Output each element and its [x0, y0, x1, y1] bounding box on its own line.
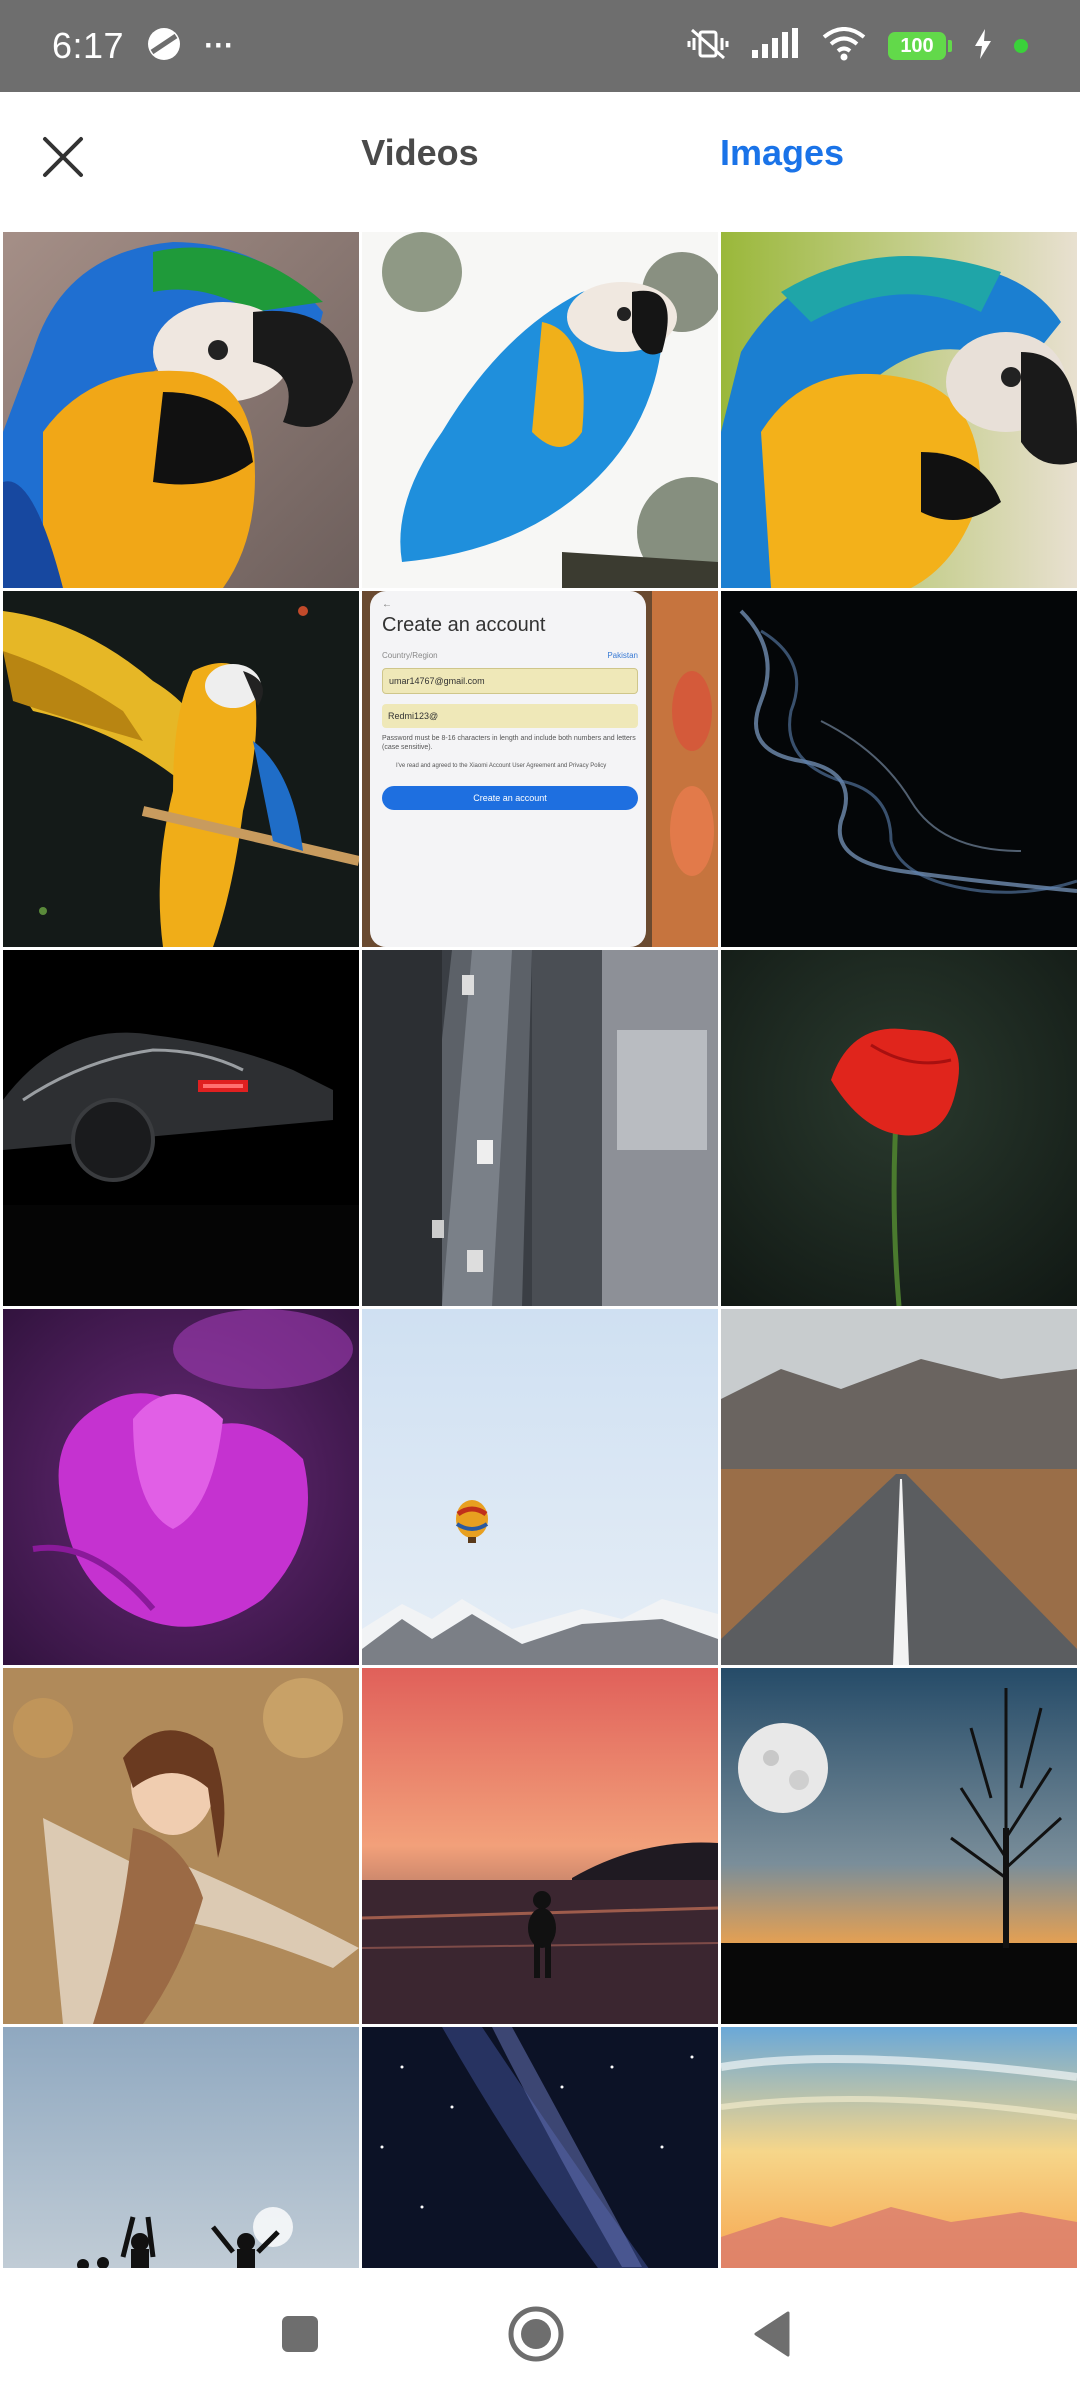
image-thumbnail[interactable] [3, 2027, 359, 2268]
image-thumbnail[interactable] [3, 232, 359, 588]
image-thumbnail[interactable] [362, 232, 718, 588]
image-thumbnail[interactable] [3, 1668, 359, 2024]
image-thumbnail[interactable] [3, 1309, 359, 1665]
system-nav-bar [0, 2268, 1080, 2400]
vibrate-off-icon [686, 26, 730, 67]
status-bar: 6:17 ··· 100 [0, 0, 1080, 92]
screenshot-agree: I've read and agreed to the Xiaomi Accou… [396, 763, 607, 769]
status-time: 6:17 [52, 25, 125, 66]
privacy-indicator-dot [1014, 39, 1028, 53]
close-icon [43, 137, 83, 177]
tab-videos[interactable]: Videos [361, 132, 479, 173]
signal-icon [752, 27, 800, 65]
tab-images[interactable]: Images [719, 132, 845, 173]
back-triangle-icon [754, 2311, 790, 2357]
screenshot-region-value: Pakistan [607, 651, 638, 660]
image-thumbnail[interactable] [721, 2027, 1077, 2268]
header: Videos Images [0, 92, 1080, 232]
battery-level: 100 [888, 32, 946, 60]
screenshot-email-field: umar14767@gmail.com [382, 668, 638, 694]
app-notification-icon [146, 26, 182, 67]
image-thumbnail[interactable] [362, 950, 718, 1306]
image-thumbnail[interactable] [362, 1309, 718, 1665]
back-button[interactable] [740, 2302, 804, 2366]
square-icon [282, 2316, 318, 2352]
image-thumbnail[interactable] [721, 232, 1077, 588]
battery-indicator: 100 [888, 32, 952, 60]
close-button[interactable] [30, 124, 96, 190]
image-grid: ← Create an account Country/Region Pakis… [0, 232, 1080, 2268]
image-thumbnail[interactable]: ← Create an account Country/Region Pakis… [362, 591, 718, 947]
screenshot-create-button: Create an account [382, 786, 638, 810]
image-thumbnail[interactable] [362, 1668, 718, 2024]
image-thumbnail[interactable] [721, 591, 1077, 947]
image-thumbnail[interactable] [721, 1668, 1077, 2024]
image-thumbnail[interactable] [3, 950, 359, 1306]
more-notifications-icon: ··· [204, 29, 235, 62]
screenshot-password-field: Redmi123@ [382, 704, 638, 728]
image-thumbnail[interactable] [362, 2027, 718, 2268]
screenshot-region-label: Country/Region [382, 651, 438, 660]
home-button[interactable] [504, 2302, 568, 2366]
home-circle-icon [508, 2306, 564, 2362]
image-thumbnail[interactable] [3, 591, 359, 947]
screenshot-hint: Password must be 8-16 characters in leng… [382, 735, 636, 751]
wifi-icon [822, 26, 866, 66]
image-thumbnail[interactable] [721, 1309, 1077, 1665]
recent-apps-button[interactable] [268, 2302, 332, 2366]
screenshot-title: Create an account [382, 614, 546, 636]
charging-icon [974, 28, 992, 64]
image-thumbnail[interactable] [721, 950, 1077, 1306]
